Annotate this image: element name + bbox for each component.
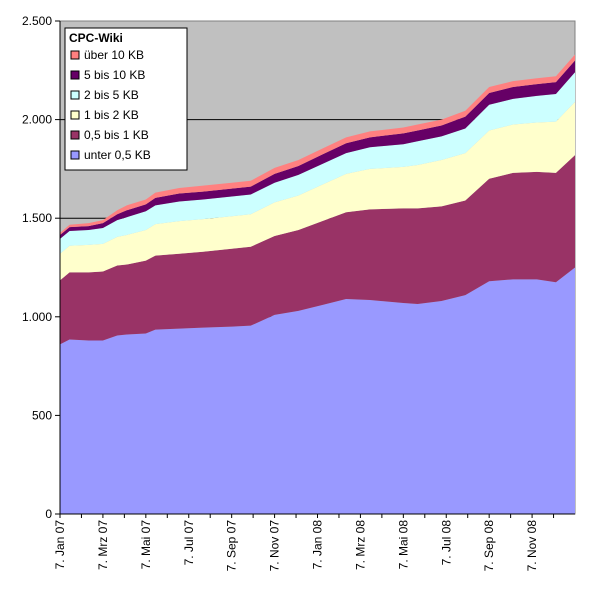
legend-label-2: 2 bis 5 KB	[84, 88, 139, 102]
x-tick-label-9: 7. Jul 08	[439, 520, 453, 566]
x-tick-label-10: 7. Sep 08	[482, 520, 496, 572]
legend-swatch-3	[70, 110, 80, 120]
area-series-4	[60, 60, 575, 239]
x-tick-label-3: 7. Jul 07	[182, 520, 196, 566]
legend: CPC-Wiki über 10 KB 5 bis 10 KB 2 bis 5 KB…	[64, 27, 188, 171]
legend-label-0: über 10 KB	[84, 48, 144, 62]
y-tick-label-2: 1.000	[22, 310, 52, 324]
legend-swatch-5	[70, 150, 80, 160]
area-series-1	[60, 155, 575, 345]
legend-swatch-0	[70, 50, 80, 60]
legend-box	[64, 27, 188, 171]
legend-label-5: unter 0,5 KB	[84, 148, 151, 162]
x-tick-label-4: 7. Sep 07	[225, 520, 239, 572]
legend-label-1: 5 bis 10 KB	[84, 68, 145, 82]
y-tick-label-1: 500	[32, 408, 52, 422]
x-tick-label-1: 7. Mrz 07	[96, 520, 110, 570]
y-axis-ticks: 0 500 1.000 1.500 2.000 2.500	[22, 14, 60, 521]
x-axis-ticks: 7. Jan 07 7. Mrz 07 7. Mai 07 7. Jul 07 7. S…	[53, 514, 555, 572]
legend-swatch-2	[70, 90, 80, 100]
area-series-5	[60, 54, 575, 235]
x-tick-label-11: 7. Nov 08	[525, 520, 539, 572]
x-tick-label-0: 7. Jan 07	[53, 520, 67, 570]
chart-title: CPC-Wiki	[69, 31, 123, 45]
legend-items: über 10 KB 5 bis 10 KB 2 bis 5 KB 1 bis 2 K…	[70, 48, 151, 162]
y-tick-label-4: 2.000	[22, 113, 52, 127]
y-tick-label-5: 2.500	[22, 14, 52, 28]
legend-swatch-1	[70, 70, 80, 80]
x-tick-label-8: 7. Mai 08	[396, 520, 410, 570]
legend-label-4: 0,5 bis 1 KB	[84, 128, 149, 142]
y-tick-label-3: 1.500	[22, 211, 52, 225]
x-tick-label-7: 7. Mrz 08	[353, 520, 367, 570]
y-tick-label-0: 0	[45, 507, 52, 521]
area-series-3	[60, 72, 575, 254]
x-tick-label-5: 7. Nov 07	[268, 520, 282, 572]
legend-label-3: 1 bis 2 KB	[84, 108, 139, 122]
area-series-group	[60, 54, 575, 514]
x-tick-label-2: 7. Mai 07	[139, 520, 153, 570]
legend-swatch-4	[70, 130, 80, 140]
x-tick-label-6: 7. Jan 08	[311, 520, 325, 570]
area-series-2	[60, 101, 575, 281]
area-series-0	[60, 267, 575, 514]
